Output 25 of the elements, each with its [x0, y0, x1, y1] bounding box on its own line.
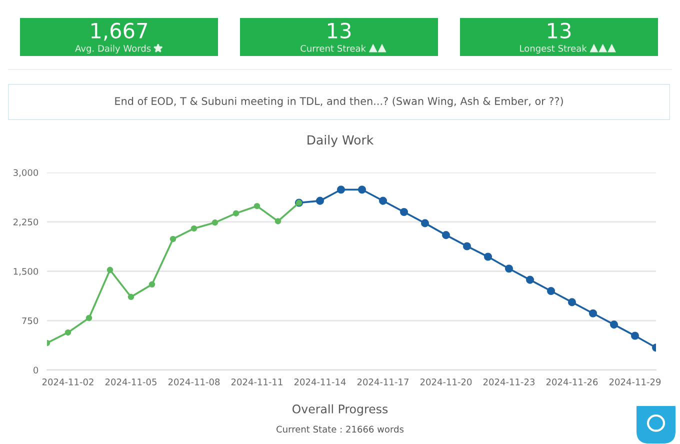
- text: Longest Streak: [520, 44, 587, 54]
- x-tick-label: 2024-11-14: [294, 378, 346, 386]
- text: 1,667: [91, 22, 148, 41]
- x-tick-label: 2024-11-20: [420, 378, 472, 386]
- text: 13: [548, 22, 571, 38]
- x-tick-label: 2024-11-26: [546, 378, 598, 386]
- x-tick-label: 2024-11-05: [105, 378, 156, 386]
- chart-title: Daily Work: [308, 134, 374, 148]
- text: 13: [328, 22, 351, 38]
- x-tick-label: 2024-11-08: [168, 378, 220, 386]
- x-tick-label: 2024-11-11: [231, 378, 282, 386]
- x-tick-label: 2024-11-17: [357, 378, 408, 386]
- x-tick-label: 2024-11-02: [42, 378, 94, 386]
- y-tick-label: 0: [34, 366, 38, 374]
- text: Current State : 21666 words: [276, 426, 404, 433]
- text: Avg. Daily Words: [75, 44, 151, 54]
- x-tick-label: 2024-11-29: [609, 378, 661, 386]
- text: Current Streak: [300, 44, 366, 52]
- y-tick-label: 3,000: [14, 169, 38, 177]
- text: Overall Progress: [292, 404, 388, 416]
- y-tick-label: 1,500: [14, 268, 38, 276]
- y-tick-label: 2,250: [13, 218, 38, 226]
- text: End of EOD, T & Subuni meeting in TDL, and then...? (Swan Wing, Ash & Ember, or ??): [115, 96, 563, 108]
- x-tick-label: 2024-11-23: [483, 378, 535, 386]
- y-tick-label: 750: [22, 317, 38, 324]
